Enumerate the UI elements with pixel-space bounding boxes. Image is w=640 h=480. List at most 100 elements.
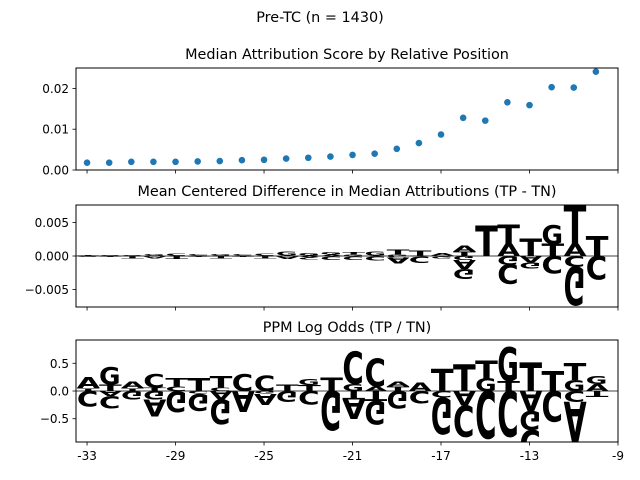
logo-letter-T: T xyxy=(143,387,167,392)
svg-text:G: G xyxy=(165,384,187,419)
svg-text:T: T xyxy=(586,232,609,264)
logo-letter-C: C xyxy=(210,255,231,256)
logo-letter-T: T xyxy=(519,354,542,401)
logo-letter-A: A xyxy=(143,393,167,420)
svg-text:A: A xyxy=(453,386,477,409)
svg-text:A: A xyxy=(364,256,388,257)
scatter-point xyxy=(393,145,401,153)
svg-text:T: T xyxy=(187,256,210,257)
panel-2-ytick-label: 0.000 xyxy=(35,250,69,264)
logo-letter-C: C xyxy=(187,254,208,256)
logo-letter-T: T xyxy=(77,254,100,255)
logo-letter-C: C xyxy=(564,252,585,269)
logo-letter-G: G xyxy=(254,390,276,394)
scatter-point xyxy=(260,156,268,164)
logo-letter-C: C xyxy=(298,257,319,260)
logo-letter-T: T xyxy=(387,385,411,392)
x-tick-label: -21 xyxy=(343,449,363,463)
logo-letter-T: T xyxy=(387,248,410,257)
svg-text:T: T xyxy=(541,367,564,398)
logo-letter-T: T xyxy=(276,382,299,393)
svg-text:A: A xyxy=(77,255,101,256)
panel-1-ytick-label: 0.02 xyxy=(42,82,69,96)
panel-1-frame xyxy=(75,67,619,171)
logo-letter-T: T xyxy=(541,367,564,398)
logo-letter-T: T xyxy=(453,250,477,258)
svg-text:A: A xyxy=(431,252,455,256)
svg-text:G: G xyxy=(342,382,364,393)
svg-text:T: T xyxy=(497,379,521,395)
logo-letter-T: T xyxy=(342,388,365,401)
svg-text:T: T xyxy=(187,375,210,395)
svg-text:G: G xyxy=(564,378,586,396)
svg-text:T: T xyxy=(165,376,188,389)
svg-text:C: C xyxy=(320,256,341,261)
svg-text:A: A xyxy=(276,256,300,260)
logo-letter-A: A xyxy=(210,256,234,257)
logo-letter-A: A xyxy=(364,386,388,393)
svg-text:C: C xyxy=(431,388,452,399)
logo-letter-T: T xyxy=(276,255,299,256)
x-tick-label: -13 xyxy=(520,449,540,463)
svg-text:T: T xyxy=(364,255,387,256)
svg-text:C: C xyxy=(564,252,585,269)
logo-letter-C: C xyxy=(387,256,408,258)
svg-text:G: G xyxy=(364,393,386,430)
logo-letter-A: A xyxy=(187,255,211,256)
scatter-point xyxy=(437,131,445,138)
logo-letter-A: A xyxy=(342,393,365,424)
svg-text:G: G xyxy=(276,250,298,256)
svg-text:G: G xyxy=(586,374,608,387)
svg-text:A: A xyxy=(519,384,542,417)
logo-letter-T: T xyxy=(409,249,432,258)
logo-letter-A: A xyxy=(77,255,101,256)
svg-text:G: G xyxy=(254,390,276,394)
svg-text:T: T xyxy=(77,254,100,255)
logo-letter-T: T xyxy=(342,251,366,255)
logo-letter-A: A xyxy=(564,241,587,260)
logo-letter-G: G xyxy=(519,404,541,434)
svg-text:T: T xyxy=(165,256,189,260)
svg-text:C: C xyxy=(77,385,98,410)
logo-letter-T: T xyxy=(541,242,564,261)
logo-letter-G: G xyxy=(431,385,453,442)
logo-letter-G: G xyxy=(320,377,342,441)
logo-letter-T: T xyxy=(165,256,189,260)
x-tick-label: -25 xyxy=(254,449,274,463)
svg-text:C: C xyxy=(497,258,518,290)
svg-text:C: C xyxy=(165,253,186,256)
logo-letter-G: G xyxy=(165,384,187,419)
svg-text:C: C xyxy=(232,371,253,397)
logo-letter-A: A xyxy=(276,256,300,260)
logo-letter-C: C xyxy=(453,395,474,442)
logo-letter-G: G xyxy=(254,256,276,257)
logo-letter-T: T xyxy=(165,376,188,389)
scatter-point xyxy=(592,68,600,75)
logo-letter-G: G xyxy=(342,254,364,256)
svg-text:C: C xyxy=(254,372,275,397)
logo-letter-C: C xyxy=(210,387,231,392)
x-tick-label: -17 xyxy=(431,449,451,463)
logo-letter-A: A xyxy=(232,256,256,257)
svg-text:A: A xyxy=(77,374,101,392)
svg-text:A: A xyxy=(387,381,410,389)
svg-text:A: A xyxy=(254,255,278,256)
svg-text:T: T xyxy=(364,387,388,403)
svg-text:C: C xyxy=(210,255,231,256)
svg-text:G: G xyxy=(364,250,386,256)
svg-text:A: A xyxy=(99,255,123,256)
svg-text:C: C xyxy=(342,342,363,394)
svg-text:C: C xyxy=(586,248,607,286)
svg-text:T: T xyxy=(409,249,432,258)
logo-letter-G: G xyxy=(121,255,143,256)
logo-letter-T: T xyxy=(519,234,542,262)
logo-letter-C: C xyxy=(254,372,275,397)
logo-letter-G: G xyxy=(298,377,320,387)
svg-text:G: G xyxy=(320,252,342,256)
x-tick-label: -9 xyxy=(612,449,624,463)
logo-letter-A: A xyxy=(99,255,123,256)
svg-text:T: T xyxy=(431,256,454,257)
svg-text:C: C xyxy=(187,254,208,256)
logo-letter-T: T xyxy=(298,383,321,393)
svg-text:T: T xyxy=(342,388,365,401)
